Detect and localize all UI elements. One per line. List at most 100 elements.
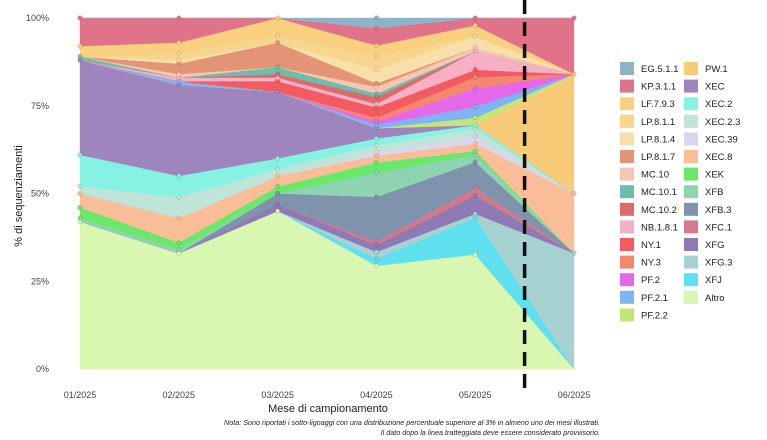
legend-swatch-xek: [684, 167, 698, 181]
point-kp-3-1-1-1: [176, 15, 182, 21]
legend-label-lp-8-1-1: LP.8.1.1: [641, 117, 675, 128]
legend-label-lp-8-1-7: LP.8.1.7: [641, 152, 675, 163]
legend-label-xfg-3: XFG.3: [705, 258, 732, 269]
plot-area: [79, 17, 575, 370]
legend-label-xec: XEC: [705, 82, 725, 93]
legend-label-pf-2-2: PF.2.2: [641, 310, 668, 321]
point-xek-4: [472, 148, 478, 154]
point-lf-7-9-3-1: [176, 40, 182, 46]
legend-swatch-pf-2-2: [620, 308, 634, 322]
point-xek-3: [373, 160, 379, 165]
point-mc-10-1-2: [275, 64, 281, 70]
x-tick-label: 01/2025: [64, 390, 97, 400]
point-ny-1-4: [472, 67, 478, 73]
legend-swatch-pw-1: [684, 62, 698, 75]
legend-swatch-lp-8-1-1: [620, 114, 634, 128]
point-xfg-3-4: [472, 211, 478, 217]
point-xec-2-3: [373, 135, 379, 141]
legend-label-xec-39: XEC.39: [705, 134, 738, 145]
legend-label-ny-1: NY.1: [641, 240, 661, 251]
legend-swatch-eg-5-1-1: [620, 62, 634, 75]
legend: EG.5.1.1 KP.3.1.1 LF.7.9.3 LP.8.1.1 LP.8.1.4…: [620, 62, 740, 322]
legend-swatch-pf-2-1: [620, 290, 634, 304]
legend-label-pf-2: PF.2: [641, 275, 660, 286]
note-line-2: Il dato dopo la linea tratteggiata deve …: [381, 428, 600, 437]
y-tick-label: 25%: [31, 276, 49, 286]
legend-label-eg-5-1-1: EG.5.1.1: [641, 64, 679, 75]
point-mc-10-1-0: [77, 54, 83, 60]
legend-label-xfc-1: XFC.1: [705, 222, 732, 233]
x-tick-label: 05/2025: [459, 390, 492, 400]
point-xec-2-3-2: [275, 166, 281, 172]
point-xec-2-1: [176, 173, 182, 179]
legend-label-mc-10: MC.10: [641, 170, 669, 181]
legend-swatch-kp-3-1-1: [620, 79, 634, 93]
point-xec-39-3: [373, 149, 379, 155]
point-xfg-2: [275, 201, 281, 207]
legend-label-lf-7-9-3: LF.7.9.3: [641, 99, 675, 110]
point-xfb-3-2: [275, 191, 281, 196]
point-xec-2-2: [275, 155, 281, 161]
point-xek-1: [176, 240, 182, 246]
point-xec-2-3-1: [176, 194, 182, 200]
legend-swatch-xec-8: [684, 150, 698, 163]
point-xfg-3-5: [571, 250, 577, 256]
x-tick-label: 04/2025: [360, 390, 393, 400]
legend-label-xfb-3: XFB.3: [705, 205, 731, 216]
point-ny-3-3: [373, 115, 379, 121]
note-line-1: Nota: Sono riportati i sotto-lignaggi co…: [224, 418, 600, 427]
legend-swatch-xfj: [684, 273, 698, 287]
point-xec-8-0: [77, 191, 83, 196]
legend-swatch-xfg-3: [684, 255, 698, 269]
area-eg-5-1-1: [80, 17, 574, 29]
legend-label-mc-10-1: MC.10.1: [641, 187, 677, 198]
legend-swatch-lp-8-1-7: [620, 150, 634, 163]
point-xec-8-5: [571, 191, 577, 196]
point-pf-2-4: [472, 85, 478, 91]
point-xfg-4: [472, 192, 478, 198]
legend-swatch-mc-10-1: [620, 185, 634, 199]
point-pw-1-5: [571, 71, 577, 77]
legend-label-xfb: XFB: [705, 187, 723, 198]
legend-swatch-xfb: [684, 185, 698, 199]
x-tick-label: 06/2025: [558, 390, 591, 400]
point-lf-7-9-3-2: [275, 15, 281, 21]
legend-swatch-xfg: [684, 238, 698, 251]
legend-swatch-xec: [684, 79, 698, 93]
point-xfb-3-3: [373, 194, 379, 200]
point-xec-2: [275, 89, 281, 95]
point-pf-2-2-4: [472, 115, 478, 121]
legend-label-kp-3-1-1: KP.3.1.1: [641, 82, 676, 93]
legend-label-xfj: XFJ: [705, 275, 722, 286]
point-mc-10-2-2: [275, 71, 281, 77]
legend-label-xec-8: XEC.8: [705, 152, 732, 163]
point-xfc-1-4: [472, 185, 478, 191]
legend-swatch-lf-7-9-3: [620, 97, 634, 111]
legend-swatch-pf-2: [620, 273, 634, 287]
point-xfg-3-3: [373, 249, 379, 255]
legend-label-altro: Altro: [705, 293, 725, 304]
data-points: [77, 15, 577, 269]
point-xec-2-4: [472, 122, 478, 128]
point-kp-3-1-1-4: [472, 15, 478, 21]
legend-swatch-xec-39: [684, 132, 698, 146]
point-xfb-0: [77, 215, 83, 221]
point-nb-1-8-1-3: [373, 101, 379, 107]
y-tick-label: 100%: [26, 13, 49, 23]
legend-swatch-xec-2: [684, 97, 698, 111]
point-lp-8-1-1-3: [373, 53, 379, 59]
legend-swatch-xfc-1: [684, 220, 698, 234]
point-lp-8-1-7-2: [275, 40, 281, 46]
y-axis: 0% 25% 50% 75% 100%: [26, 13, 49, 374]
x-axis-title: Mese di campionamento: [268, 403, 388, 415]
point-lp-8-1-4-4: [472, 34, 478, 39]
point-mc-10-1-3: [373, 91, 379, 97]
point-lf-7-9-3-0: [77, 43, 83, 49]
x-axis: 01/2025 02/2025 03/2025 04/2025 05/2025 06/20…: [64, 390, 591, 400]
legend-swatch-nb-1-8-1: [620, 220, 634, 234]
legend-swatch-mc-10-2: [620, 202, 634, 216]
point-xec-8-1: [176, 215, 182, 221]
point-pf-2-1-4: [472, 104, 478, 110]
legend-swatch-xfb-3: [684, 202, 698, 216]
legend-swatch-mc-10: [620, 167, 634, 181]
